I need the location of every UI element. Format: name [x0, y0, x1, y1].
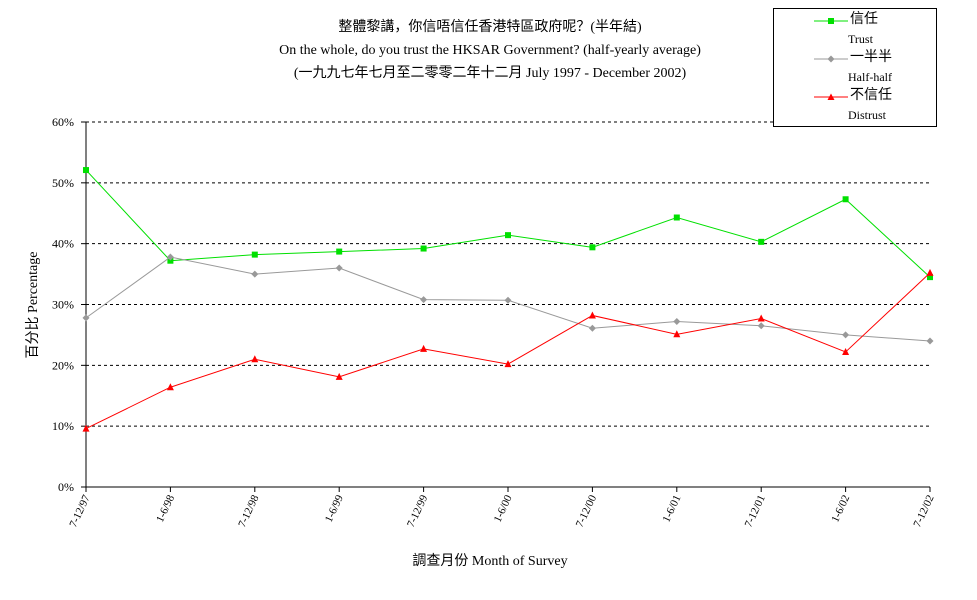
y-tick-label: 0%: [58, 480, 74, 494]
legend-label-distrust: 不信任: [850, 88, 892, 103]
data-point-half-half: [588, 324, 596, 332]
series-trust: [83, 167, 933, 281]
data-point-trust: [673, 214, 680, 221]
legend-sublabel-distrust: Distrust: [848, 108, 887, 122]
x-tick-label: 7-12/99: [405, 493, 431, 530]
chart-legend: 信任 Trust 一半半 Half-half 不信任 Distrust: [773, 8, 937, 127]
legend-sublabel-trust: Trust: [848, 32, 873, 46]
data-point-trust: [336, 248, 343, 255]
series-line-trust: [85, 169, 931, 278]
data-point-trust: [167, 257, 174, 264]
data-point-distrust: [251, 355, 259, 363]
data-point-half-half: [335, 264, 343, 272]
data-point-distrust: [842, 347, 850, 355]
x-tick-label: 7-12/00: [574, 493, 600, 530]
data-point-half-half: [166, 253, 174, 261]
x-tick-label: 7-12/02: [911, 493, 936, 529]
data-point-distrust: [673, 330, 681, 338]
legend-item-distrust: 不信任 Distrust: [774, 87, 936, 125]
series-distrust: [82, 268, 934, 432]
data-point-trust: [842, 196, 849, 203]
data-point-distrust: [420, 344, 428, 352]
data-point-distrust: [757, 314, 765, 322]
y-tick-label: 20%: [52, 358, 74, 372]
x-tick-label: 7-12/98: [236, 493, 262, 530]
x-tick-label: 1-6/01: [660, 493, 683, 524]
data-point-distrust: [504, 360, 512, 368]
x-tick-label: 1-6/02: [829, 493, 852, 524]
chart-subtitle-period: (一九九七年七月至二零零二年十二月 July 1997 - December 2…: [293, 66, 687, 81]
data-point-trust: [927, 274, 933, 281]
x-tick-label: 7-12/01: [743, 493, 768, 529]
y-axis-label: 百分比 Percentage: [26, 251, 41, 359]
y-tick-label: 10%: [52, 419, 74, 433]
data-point-trust: [589, 244, 596, 251]
y-tick-label: 30%: [52, 298, 74, 312]
data-point-distrust: [926, 268, 934, 276]
series-line-distrust: [85, 272, 931, 430]
chart-title: 整體黎講，你信唔信任香港特區政府呢？(半年結): [338, 20, 642, 35]
data-point-half-half: [673, 318, 681, 326]
legend-item-trust: 信任 Trust: [774, 11, 936, 49]
data-point-distrust: [82, 424, 90, 432]
data-point-trust: [251, 251, 258, 258]
y-tick-label: 60%: [52, 115, 74, 129]
chart-titles: 整體黎講，你信唔信任香港特區政府呢？(半年結) On the whole, do…: [85, 16, 895, 85]
data-point-trust: [83, 167, 89, 174]
y-tick-label: 40%: [52, 237, 74, 251]
x-tick-label: 1-6/98: [154, 493, 177, 525]
data-point-trust: [505, 232, 511, 239]
legend-swatch-half-half: [814, 55, 848, 63]
data-point-trust: [420, 245, 427, 252]
data-point-trust: [758, 238, 765, 245]
legend-swatch-distrust: [814, 93, 848, 100]
data-point-half-half: [420, 296, 428, 304]
data-point-half-half: [757, 322, 765, 330]
x-tick-label: 1-6/99: [323, 493, 346, 525]
legend-label-trust: 信任: [850, 12, 878, 27]
series-half-half: [82, 253, 934, 345]
data-point-half-half: [251, 270, 259, 278]
x-tick-label: 7-12/97: [67, 493, 93, 530]
legend-sublabel-half-half: Half-half: [848, 70, 892, 84]
data-point-half-half: [82, 314, 90, 322]
data-point-half-half: [842, 331, 850, 339]
data-point-half-half: [504, 296, 512, 304]
x-axis-label: 調查月份 Month of Survey: [412, 554, 568, 569]
x-tick-label: 1-6/00: [492, 493, 515, 525]
data-point-distrust: [335, 372, 343, 380]
legend-item-half-half: 一半半 Half-half: [774, 49, 936, 87]
y-tick-label: 50%: [52, 176, 74, 190]
legend-swatch-trust: [814, 18, 848, 24]
data-point-half-half: [926, 337, 934, 345]
data-point-distrust: [166, 383, 174, 391]
data-point-distrust: [588, 311, 596, 319]
chart-subtitle: On the whole, do you trust the HKSAR Gov…: [279, 43, 701, 58]
legend-label-half-half: 一半半: [850, 50, 892, 65]
